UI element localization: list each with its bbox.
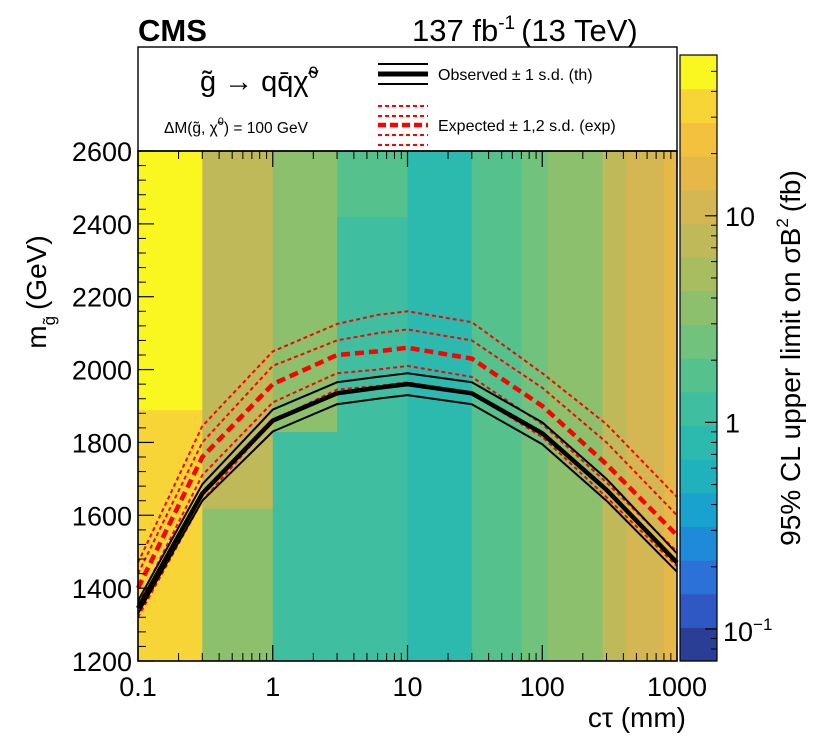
color-scale-step — [680, 223, 717, 258]
legend-observed-swatch — [378, 63, 428, 85]
y-tick-label: 2400 — [72, 210, 132, 240]
x-axis: 0.1 1 10 100 1000 — [119, 151, 707, 702]
heatmap-cell — [272, 151, 338, 432]
legend-expected-label: Expected ± 1,2 s.d. (exp) — [438, 118, 616, 135]
limit-curves — [135, 310, 679, 618]
legend-expected-swatch — [378, 105, 428, 146]
curve-expected-1-s-d-exp — [137, 328, 678, 575]
z-axis-title: 95% CL upper limit on σB2(fb) — [773, 170, 806, 546]
color-scale-step — [680, 257, 717, 292]
heatmap-cell — [407, 151, 473, 662]
y-tick-label: 2200 — [72, 283, 132, 313]
color-scale-step — [680, 627, 717, 662]
heatmap-cell — [202, 508, 274, 662]
y-tick-label: 1400 — [72, 574, 132, 604]
color-scale-step — [680, 55, 717, 90]
y-tick-label: 2600 — [72, 137, 132, 167]
color-scale-step — [680, 324, 717, 359]
legend-mass-splitting: ΔM(g̃, χ̃0) = 100 GeV — [164, 116, 309, 137]
z-tick-label: 10 — [725, 202, 755, 232]
x-tick-label: 100 — [520, 672, 565, 702]
heatmap-cell — [626, 151, 648, 662]
z-tick-label: 1 — [725, 408, 740, 438]
heatmap — [138, 151, 678, 662]
x-tick-label: 1 — [265, 672, 280, 702]
z-tick-label: 10−1 — [723, 615, 772, 647]
x-tick-label: 1000 — [647, 672, 707, 702]
heatmap-cell — [138, 151, 203, 411]
color-scale-step — [680, 425, 717, 460]
x-tick-label: 0.1 — [119, 672, 157, 702]
curve-observed — [136, 381, 679, 610]
curve-observed-1-s-d-th — [137, 394, 678, 615]
heatmap-cell — [337, 216, 408, 662]
color-scale-step — [680, 526, 717, 561]
color-scale-step — [680, 290, 717, 325]
heatmap-cell — [663, 151, 678, 662]
heatmap-cell — [602, 151, 627, 662]
heatmap-cell — [138, 409, 203, 662]
heatmap-cell — [202, 151, 274, 509]
heatmap-cell — [272, 431, 338, 662]
color-scale-step — [680, 391, 717, 426]
y-tick-label: 1800 — [72, 428, 132, 458]
z-axis: 10 1 10−1 — [705, 54, 772, 662]
experiment-label: CMS — [138, 13, 207, 48]
legend-observed-label: Observed ± 1 s.d. (th) — [438, 67, 593, 84]
x-axis-title: cτ (mm) — [588, 702, 686, 733]
y-tick-label: 1600 — [72, 501, 132, 531]
color-scale-step — [680, 492, 717, 527]
curve-observed-1-s-d-th — [137, 372, 678, 602]
luminosity-label: 137 fb-1 (13 TeV) — [412, 13, 638, 48]
legend-process: g̃ → qq̄χ̃0 — [200, 63, 319, 98]
heatmap-cell — [576, 151, 604, 662]
y-axis-title: mg̃(GeV) — [21, 235, 59, 348]
color-scale-step — [680, 88, 717, 123]
color-scale-step — [680, 560, 717, 595]
color-scale-step — [680, 122, 717, 157]
y-tick-label: 2000 — [72, 356, 132, 386]
color-scale-step — [680, 593, 717, 628]
color-scale-step — [680, 459, 717, 494]
y-axis: 1200 1400 1600 1800 2000 2200 2400 2600 — [72, 137, 154, 677]
curve-expected — [135, 345, 679, 590]
y-tick-label: 1200 — [72, 647, 132, 677]
color-scale-bar — [680, 55, 717, 662]
curve-expected-2-s-d-exp — [137, 310, 678, 564]
color-scale-frame — [679, 54, 718, 662]
color-scale-step — [680, 156, 717, 191]
heatmap-cell — [647, 151, 665, 662]
color-scale-step — [680, 189, 717, 224]
x-tick-label: 10 — [392, 672, 422, 702]
color-scale-step — [680, 358, 717, 393]
heatmap-cell — [337, 151, 408, 218]
